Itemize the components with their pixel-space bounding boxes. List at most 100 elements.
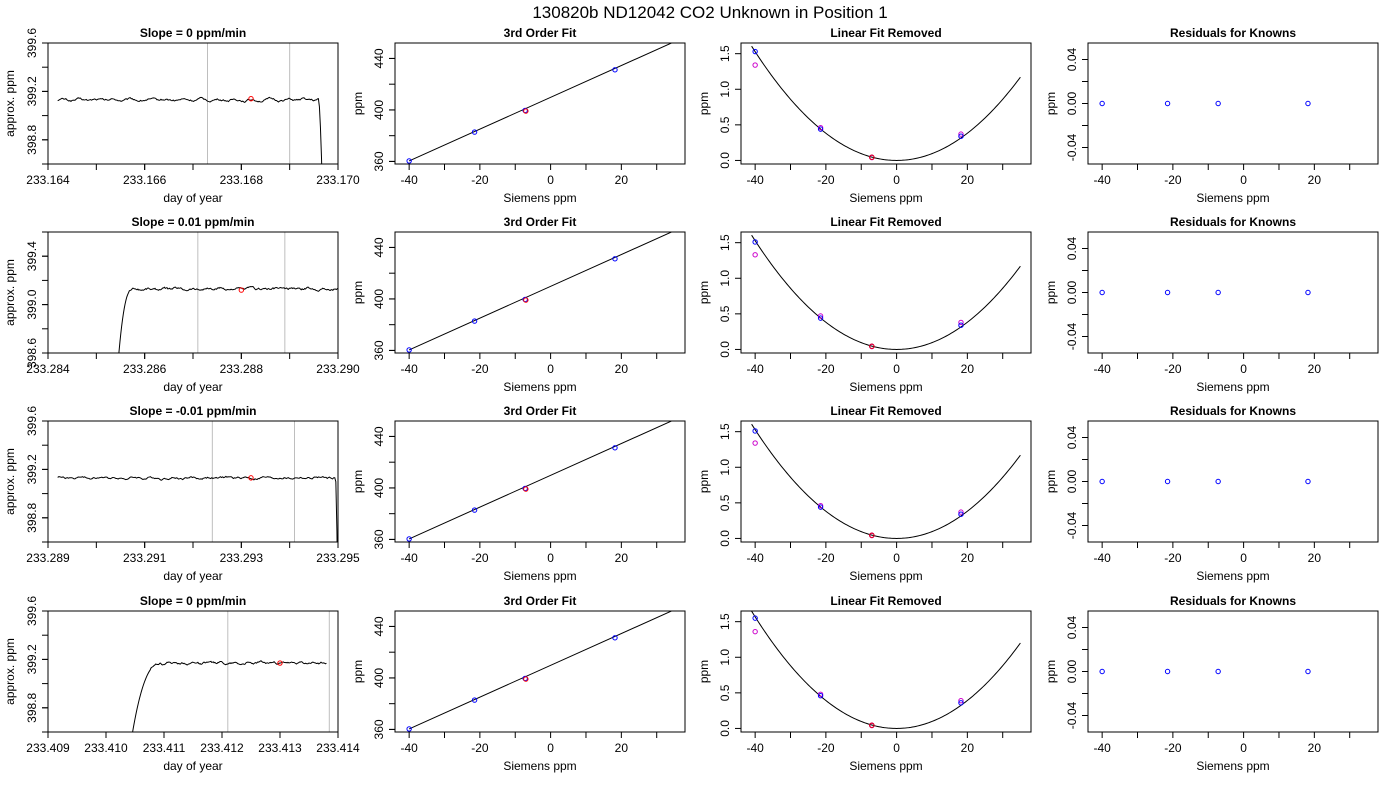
known-standard-point [817, 504, 824, 510]
panel-trace-1: Slope = 0 ppm/min day of year approx. ppm 2… [3, 26, 360, 205]
y-tick-label: 440 [372, 237, 386, 257]
unknown-sample-point [869, 722, 875, 728]
x-tick-label: 20 [961, 551, 975, 565]
y-tick-label: 0.04 [1065, 236, 1079, 260]
x-tick-label: 233.412 [200, 741, 244, 755]
x-tick-label: 20 [615, 741, 629, 755]
panel-knowns-4: Residuals for Knowns Siemens ppm ppm -40 -20… [1044, 594, 1379, 773]
known-standard-point [406, 347, 412, 353]
x-tick-label: -40 [400, 551, 418, 565]
plot-area [406, 611, 673, 732]
panel-title: 3rd Order Fit [504, 594, 577, 608]
x-tick-label: -40 [1093, 741, 1111, 755]
panel-title: Residuals for Knowns [1170, 215, 1296, 229]
x-tick-label: 233.289 [26, 551, 70, 565]
x-axis-label: Siemens ppm [1196, 380, 1269, 394]
known-standard-point [958, 700, 964, 706]
plot-frame [394, 231, 686, 354]
y-tick-label: 398.8 [25, 692, 39, 722]
panel-trace-4: Slope = 0 ppm/min day of year approx. ppm 2… [3, 594, 360, 773]
y-tick-label: 399.2 [25, 454, 39, 484]
y-tick-label: 0.5 [718, 494, 732, 511]
x-tick-label: -40 [746, 362, 764, 376]
x-tick-label: 0 [1240, 362, 1247, 376]
known-standard-point [406, 158, 412, 164]
y-tick-label: 1.0 [718, 270, 732, 287]
x-tick-label: 233.164 [26, 173, 70, 187]
x-tick-label: -20 [1164, 362, 1182, 376]
known-standard-point [752, 239, 758, 245]
unknown-sample-point [238, 287, 245, 293]
panel-grid: Slope = 0 ppm/min day of year approx. ppm 2… [3, 26, 1379, 773]
x-tick-label: 233.410 [84, 741, 128, 755]
figure-title: 130820b ND12042 CO2 Unknown in Position … [532, 3, 887, 22]
first-fit-point [958, 509, 964, 515]
x-tick-label: 233.291 [123, 551, 167, 565]
panel-title: Linear Fit Removed [830, 594, 941, 608]
x-tick-label: 233.284 [26, 362, 70, 376]
x-tick-label: 233.295 [316, 551, 360, 565]
x-tick-label: 233.166 [123, 173, 167, 187]
y-axis-label: ppm [1044, 470, 1058, 493]
known-standard-point [817, 126, 824, 132]
y-tick-label: 0.04 [1065, 425, 1079, 449]
panel-fit-2: 3rd Order Fit Siemens ppm ppm -40 -20 0 20 360 4… [351, 215, 686, 394]
y-axis-label: ppm [697, 660, 711, 683]
y-tick-label: 0.00 [1065, 659, 1079, 683]
known-standard-point [752, 428, 758, 434]
x-tick-label: 233.411 [143, 741, 186, 755]
first-fit-point [752, 62, 758, 68]
known-standard-point [1099, 668, 1105, 675]
panel-knowns-1: Residuals for Knowns Siemens ppm ppm -40 -20… [1044, 26, 1379, 205]
y-tick-label: 360 [372, 529, 386, 549]
panel-title: Linear Fit Removed [830, 404, 941, 418]
plot-frame [47, 610, 339, 733]
x-tick-label: 20 [1308, 741, 1322, 755]
panel-title: Slope = 0 ppm/min [140, 594, 246, 608]
x-tick-label: -20 [817, 741, 835, 755]
panel-title: Linear Fit Removed [830, 215, 941, 229]
x-tick-label: 0 [1240, 741, 1247, 755]
plot-frame [47, 42, 339, 165]
plot-area [118, 232, 338, 353]
x-axis-label: day of year [163, 569, 222, 583]
x-tick-label: -40 [1093, 551, 1111, 565]
panel-title: Residuals for Knowns [1170, 404, 1296, 418]
y-axis-label: ppm [697, 92, 711, 115]
known-standard-point [406, 726, 412, 732]
known-standard-point [1164, 100, 1171, 107]
y-tick-label: 440 [372, 426, 386, 446]
plot-area [57, 43, 323, 164]
first-fit-point [958, 697, 964, 704]
panel-title: Slope = 0 ppm/min [140, 26, 246, 40]
known-standard-point [752, 615, 758, 621]
plot-frame [394, 610, 686, 733]
y-tick-label: 0.5 [718, 684, 732, 701]
x-tick-label: 0 [1240, 551, 1247, 565]
x-tick-label: -40 [746, 173, 764, 187]
x-tick-label: 20 [961, 173, 975, 187]
known-standard-point [958, 511, 964, 517]
plot-area [406, 421, 673, 542]
panel-title: Residuals for Knowns [1170, 26, 1296, 40]
x-tick-label: -40 [400, 362, 418, 376]
x-axis-label: Siemens ppm [503, 380, 576, 394]
first-fit-point [817, 313, 824, 319]
panel-title: 3rd Order Fit [504, 26, 577, 40]
fit-curve [751, 611, 1021, 729]
plot-frame [394, 420, 686, 543]
y-tick-label: 399.6 [25, 596, 39, 626]
x-tick-label: 233.288 [220, 362, 264, 376]
x-tick-label: 0 [547, 173, 554, 187]
known-standard-point [817, 315, 824, 321]
panel-title: Linear Fit Removed [830, 26, 941, 40]
plot-frame [394, 42, 686, 165]
x-axis-label: Siemens ppm [1196, 191, 1269, 205]
y-axis-label: ppm [1044, 660, 1058, 683]
known-standard-point [612, 635, 618, 641]
plot-area [1099, 478, 1311, 485]
unknown-sample-point [248, 95, 254, 102]
fit-curve [751, 234, 1021, 350]
concentration-trace [118, 285, 338, 353]
y-tick-label: 399.6 [25, 406, 39, 436]
